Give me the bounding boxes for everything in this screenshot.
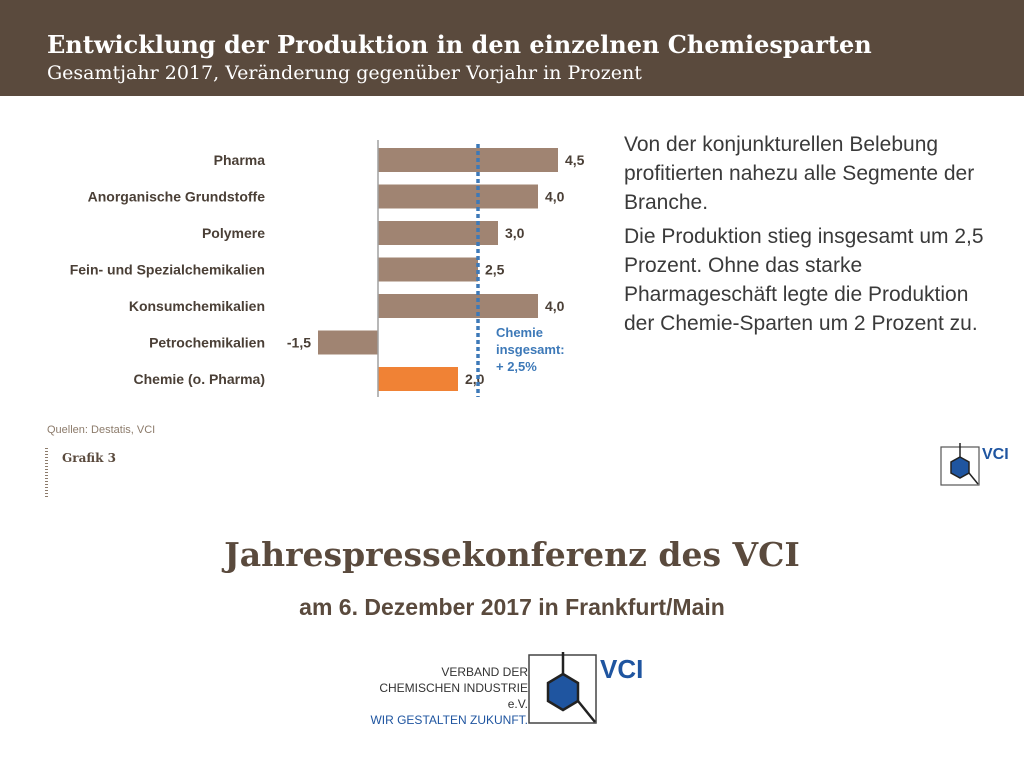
category-label: Fein- und Spezialchemikalien [70,262,265,278]
hexagon-icon [950,456,970,479]
category-label: Petrochemikalien [149,335,265,351]
reference-label: Chemie [496,325,543,340]
org-slogan: WIR GESTALTEN ZUKUNFT. [370,713,528,727]
bar [378,221,498,245]
commentary-paragraph-2: Die Produktion stieg insgesamt um 2,5 Pr… [624,225,984,335]
header: Entwicklung der Produktion in den einzel… [0,0,1024,96]
bar [378,184,538,209]
grafik-marker [45,448,48,498]
vci-logo-large: VCI [528,652,643,724]
bar [318,330,378,355]
value-label: 3,0 [505,225,525,241]
reference-label: + 2,5% [496,359,537,374]
hexagon-icon [546,672,580,712]
org-name: VERBAND DER CHEMISCHEN INDUSTRIE e.V. WI… [370,664,528,728]
category-label: Anorganische Grundstoffe [88,189,266,205]
value-label: 2,0 [465,371,485,387]
category-label: Polymere [202,225,265,241]
category-label: Chemie (o. Pharma) [134,371,265,387]
bar [378,367,458,391]
value-label: 4,5 [565,152,585,168]
commentary-paragraph-1: Von der konjunkturellen Belebung profiti… [624,133,975,214]
vci-logo-small: VCI [940,443,1009,486]
value-label: -1,5 [287,335,311,351]
event-subtitle: am 6. Dezember 2017 in Frankfurt/Main [299,594,725,620]
production-bar-chart: Pharma 4,5 Anorganische Grundstoffe 4,0 Poly… [70,140,585,397]
slide-title: Entwicklung der Produktion in den einzel… [47,30,872,59]
logo-small-text: VCI [982,446,1009,463]
slide-subtitle: Gesamtjahr 2017, Veränderung gegenüber V… [47,62,642,84]
source-note: Quellen: Destatis, VCI [47,424,156,436]
commentary: Von der konjunkturellen Belebung profiti… [624,130,994,343]
event-title: Jahrespressekonferenz des VCI [224,535,800,574]
logo-large-text: VCI [600,654,643,684]
grafik-label: Grafik 3 [62,451,116,465]
org-line-2: CHEMISCHEN INDUSTRIE e.V. [379,681,528,711]
value-label: 2,5 [485,262,505,278]
value-label: 4,0 [545,298,565,314]
reference-label: insgesamt: [496,342,565,357]
category-label: Pharma [214,152,266,168]
category-label: Konsumchemikalien [129,298,265,314]
bar [378,148,558,172]
bar [378,257,478,282]
bar [378,294,538,318]
org-line-1: VERBAND DER [441,665,528,679]
value-label: 4,0 [545,189,565,205]
